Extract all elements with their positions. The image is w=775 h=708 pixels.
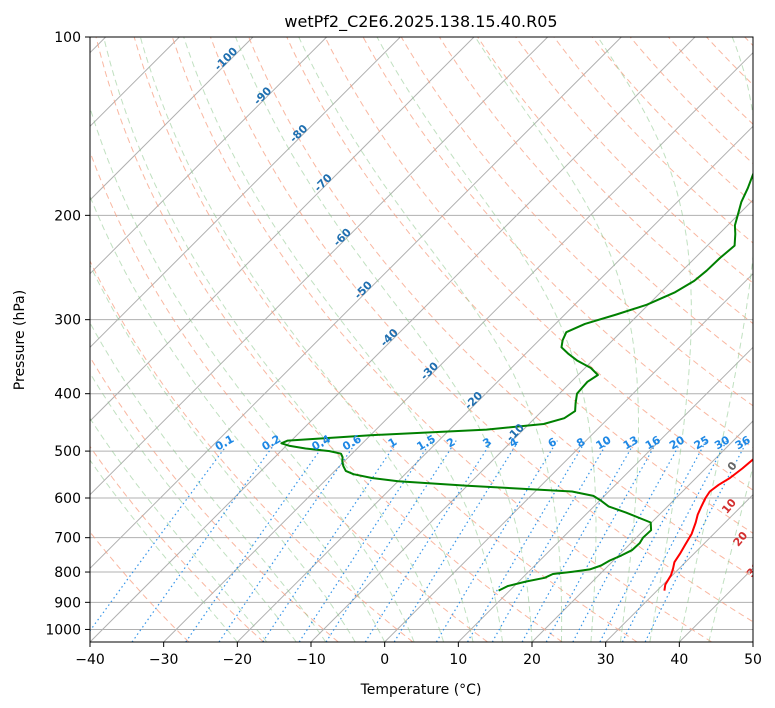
moist-adiabat: [90, 106, 415, 642]
moist-adiabat: [90, 372, 297, 642]
x-tick-label: 50: [744, 652, 762, 668]
y-tick-label: 300: [54, 313, 81, 329]
dry-adiabat: [95, 37, 563, 642]
x-tick-label: 0: [380, 652, 389, 668]
mixing-ratio-line: [491, 440, 609, 642]
y-tick-label: 100: [54, 30, 81, 46]
isotherm-gridline: [384, 272, 753, 642]
moist-adiabat: [298, 37, 563, 642]
isotherm-gridline: [90, 37, 401, 349]
dewpoint-profile-line: [280, 171, 753, 592]
mixing-ratio-line: [644, 440, 748, 642]
x-tick-label: 20: [523, 652, 541, 668]
x-tick-label: −20: [223, 652, 253, 668]
mixing-ratio-line: [599, 440, 707, 642]
moist-adiabat: [90, 417, 268, 642]
dry-adiabat: [90, 445, 264, 642]
moist-adiabat: [90, 321, 327, 642]
isotherm-gridline: [236, 125, 753, 642]
y-tick-label: 500: [54, 444, 81, 460]
mixing-ratio-line: [572, 440, 683, 642]
moist-adiabat: [376, 37, 597, 642]
moist-adiabat: [235, 37, 533, 642]
mixing-ratio-line: [298, 440, 432, 642]
y-tick-label: 900: [54, 595, 81, 611]
mixing-ratio-line: [545, 440, 659, 642]
isotherm-gridline: [90, 37, 622, 570]
mixing-ratio-line: [521, 440, 637, 642]
chart-title: wetPf2_C2E6.2025.138.15.40.R05: [284, 12, 557, 32]
isotherm-gridline: [457, 346, 753, 642]
isotherm-gridline: [90, 37, 475, 422]
mixing-ratio-line: [185, 440, 328, 642]
mixing-ratio-line: [466, 440, 587, 642]
dry-adiabat-label: 30: [744, 559, 764, 579]
x-tick-label: −40: [75, 652, 105, 668]
dry-adiabat: [210, 37, 753, 623]
moist-adiabat: [90, 264, 356, 642]
series-layer: [280, 171, 753, 592]
y-tick-label: 600: [54, 491, 81, 507]
moist-adiabat: [139, 37, 474, 642]
mixing-ratio-line: [435, 440, 558, 642]
moist-adiabat: [183, 37, 503, 642]
y-tick-label: 700: [54, 531, 81, 547]
y-axis-title: Pressure (hPa): [12, 290, 28, 390]
y-tick-label: 200: [54, 208, 81, 224]
mixing-ratio-line: [131, 440, 278, 642]
background-lines: [90, 37, 753, 642]
moist-adiabat: [90, 459, 238, 642]
x-tick-label: 30: [597, 652, 615, 668]
isotherm-gridline: [90, 37, 696, 642]
isotherm-gridline: [90, 37, 328, 275]
dry-adiabat: [324, 37, 753, 491]
dry-adiabat: [286, 37, 753, 534]
dry-adiabat: [248, 37, 753, 578]
moist-adiabat: [103, 37, 445, 642]
mixing-ratio-line: [364, 440, 493, 642]
isotherm-gridline: [90, 37, 549, 496]
plot-background: [90, 37, 753, 642]
x-axis-title: Temperature (°C): [360, 682, 482, 698]
isotherm-gridline: [163, 51, 753, 642]
axes: −40 −30 −20 −10 0 10 20 30 40 50 100 200 300 400 500 60…: [45, 30, 762, 668]
mixing-ratio-line: [621, 440, 728, 642]
moist-adiabat: [474, 37, 639, 642]
y-tick-label: 1000: [45, 622, 81, 638]
dry-adiabat: [90, 259, 414, 642]
moist-adiabat: [90, 195, 386, 642]
mixing-ratio-line: [393, 440, 520, 642]
x-tick-label: −30: [149, 652, 179, 668]
temperature-profile-line: [663, 458, 753, 591]
x-tick-label: 10: [449, 652, 467, 668]
isotherm-gridline: [605, 493, 753, 642]
moist-adiabat: [678, 37, 753, 642]
isotherm-gridline: [90, 37, 254, 201]
x-tick-label: 40: [670, 652, 688, 668]
dry-adiabat: [133, 37, 638, 642]
x-tick-label: −10: [296, 652, 326, 668]
isotherm-gridline: [531, 420, 753, 642]
y-tick-label: 800: [54, 565, 81, 581]
moist-adiabat: [708, 465, 753, 642]
dry-adiabat: [515, 37, 753, 284]
moist-adiabat: [597, 37, 692, 642]
plot-frame: [89, 36, 754, 643]
y-tick-label: 400: [54, 387, 81, 403]
